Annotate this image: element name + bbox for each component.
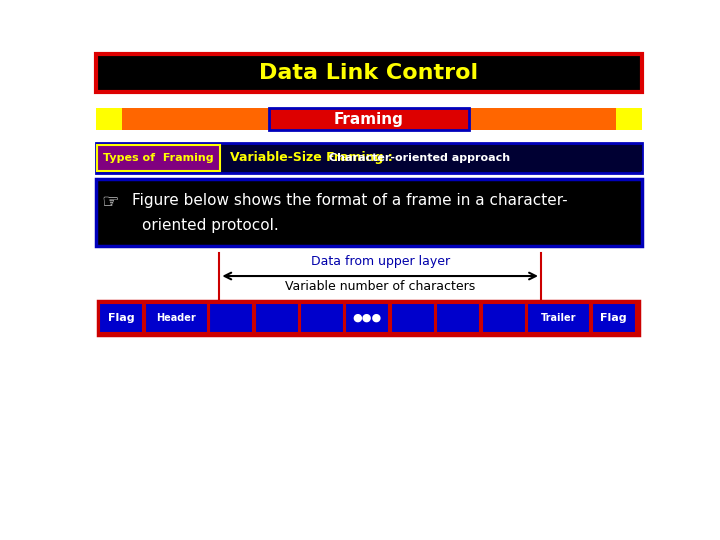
FancyBboxPatch shape: [96, 179, 642, 246]
FancyBboxPatch shape: [223, 145, 642, 171]
FancyBboxPatch shape: [96, 53, 642, 92]
FancyBboxPatch shape: [96, 107, 642, 131]
FancyBboxPatch shape: [97, 145, 220, 171]
Text: ●●●: ●●●: [353, 313, 382, 323]
Text: Trailer: Trailer: [541, 313, 577, 323]
Text: Figure below shows the format of a frame in a character-: Figure below shows the format of a frame…: [132, 193, 567, 208]
FancyBboxPatch shape: [269, 109, 469, 130]
FancyBboxPatch shape: [96, 107, 122, 131]
FancyBboxPatch shape: [210, 303, 253, 333]
FancyBboxPatch shape: [616, 107, 642, 131]
Text: Data from upper layer: Data from upper layer: [310, 255, 450, 268]
FancyBboxPatch shape: [96, 143, 642, 173]
Text: Header: Header: [156, 313, 196, 323]
FancyBboxPatch shape: [527, 303, 590, 333]
FancyBboxPatch shape: [98, 301, 639, 335]
Text: Flag: Flag: [600, 313, 627, 323]
Text: Types of  Framing: Types of Framing: [104, 153, 214, 163]
FancyBboxPatch shape: [592, 303, 636, 333]
FancyBboxPatch shape: [145, 303, 208, 333]
Text: Data Link Control: Data Link Control: [259, 63, 479, 83]
Text: Variable number of characters: Variable number of characters: [285, 280, 475, 293]
Text: oriented protocol.: oriented protocol.: [142, 218, 279, 233]
Text: Character-oriented approach: Character-oriented approach: [329, 153, 510, 163]
Text: Variable-Size Framing :: Variable-Size Framing :: [230, 151, 397, 165]
FancyBboxPatch shape: [346, 303, 390, 333]
FancyBboxPatch shape: [300, 303, 344, 333]
FancyBboxPatch shape: [391, 303, 435, 333]
FancyBboxPatch shape: [255, 303, 299, 333]
Text: Flag: Flag: [108, 313, 135, 323]
Text: ☞: ☞: [101, 193, 118, 212]
FancyBboxPatch shape: [99, 303, 143, 333]
FancyBboxPatch shape: [482, 303, 526, 333]
Text: Framing: Framing: [334, 112, 404, 126]
FancyBboxPatch shape: [436, 303, 480, 333]
